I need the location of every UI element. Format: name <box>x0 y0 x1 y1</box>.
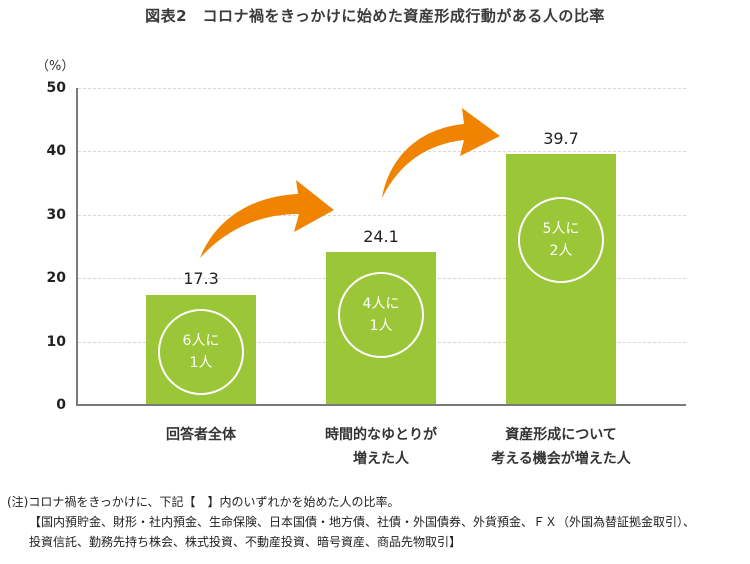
ratio-text-line2: 1人 <box>189 355 213 371</box>
ratio-text-line1: 5人に <box>542 221 580 237</box>
x-label-line1: 時間的なゆとりが <box>325 427 437 443</box>
x-label-line2: 考える機会が増えた人 <box>491 451 631 467</box>
y-tick-20: 20 <box>46 270 66 286</box>
ratio-text-line1: 6人に <box>182 333 220 349</box>
chart-title: 図表2 コロナ禍をきっかけに始めた資産形成行動がある人の比率 <box>145 7 605 25</box>
y-axis-unit: （%） <box>36 59 75 74</box>
bar-value-label: 39.7 <box>543 129 579 148</box>
ratio-text-line2: 1人 <box>369 318 393 334</box>
bar-all-respondents: 6人に 1人 <box>146 295 256 405</box>
bar-value-label: 24.1 <box>363 227 399 246</box>
x-label-more-free-time: 時間的なゆとりが 増えた人 <box>281 423 481 471</box>
ratio-circle: 4人に 1人 <box>338 272 424 358</box>
x-axis-line <box>76 404 686 406</box>
x-label-all-respondents: 回答者全体 <box>101 423 301 447</box>
bar-more-free-time: 4人に 1人 <box>326 252 436 405</box>
ratio-circle: 5人に 2人 <box>518 197 604 283</box>
curved-arrow-icon <box>382 108 500 198</box>
footnote-line2: 【国内預貯金、財形・社内預金、生命保険、日本国債・地方債、社債・外国債券、外貨預… <box>29 515 696 529</box>
y-tick-40: 40 <box>46 143 66 159</box>
x-label-line1: 回答者全体 <box>166 427 236 443</box>
bar-value-label: 17.3 <box>183 269 219 288</box>
gridline-50 <box>78 88 686 89</box>
y-axis-line <box>76 88 78 406</box>
footnote-line1: (注)コロナ禍をきっかけに、下記【 】内のいずれかを始めた人の比率。 <box>7 495 400 509</box>
ratio-text-line2: 2人 <box>549 243 573 259</box>
footnote-line3: 投資信託、勤務先持ち株会、株式投資、不動産投資、暗号資産、商品先物取引】 <box>29 535 462 549</box>
gridline-40 <box>78 151 686 152</box>
gridline-30 <box>78 215 686 216</box>
x-label-line2: 増えた人 <box>353 451 409 467</box>
x-label-line1: 資産形成について <box>505 427 617 443</box>
footnote: (注)コロナ禍をきっかけに、下記【 】内のいずれかを始めた人の比率。 【国内預貯… <box>7 492 695 552</box>
y-tick-10: 10 <box>46 334 66 350</box>
ratio-text-line1: 4人に <box>362 296 400 312</box>
x-label-more-asset-thinking: 資産形成について 考える機会が増えた人 <box>461 423 661 471</box>
ratio-circle: 6人に 1人 <box>158 309 244 395</box>
y-tick-0: 0 <box>56 397 66 413</box>
bar-more-asset-thinking: 5人に 2人 <box>506 154 616 405</box>
y-tick-30: 30 <box>46 207 66 223</box>
curved-arrow-icon <box>200 180 334 258</box>
y-tick-50: 50 <box>46 80 66 96</box>
